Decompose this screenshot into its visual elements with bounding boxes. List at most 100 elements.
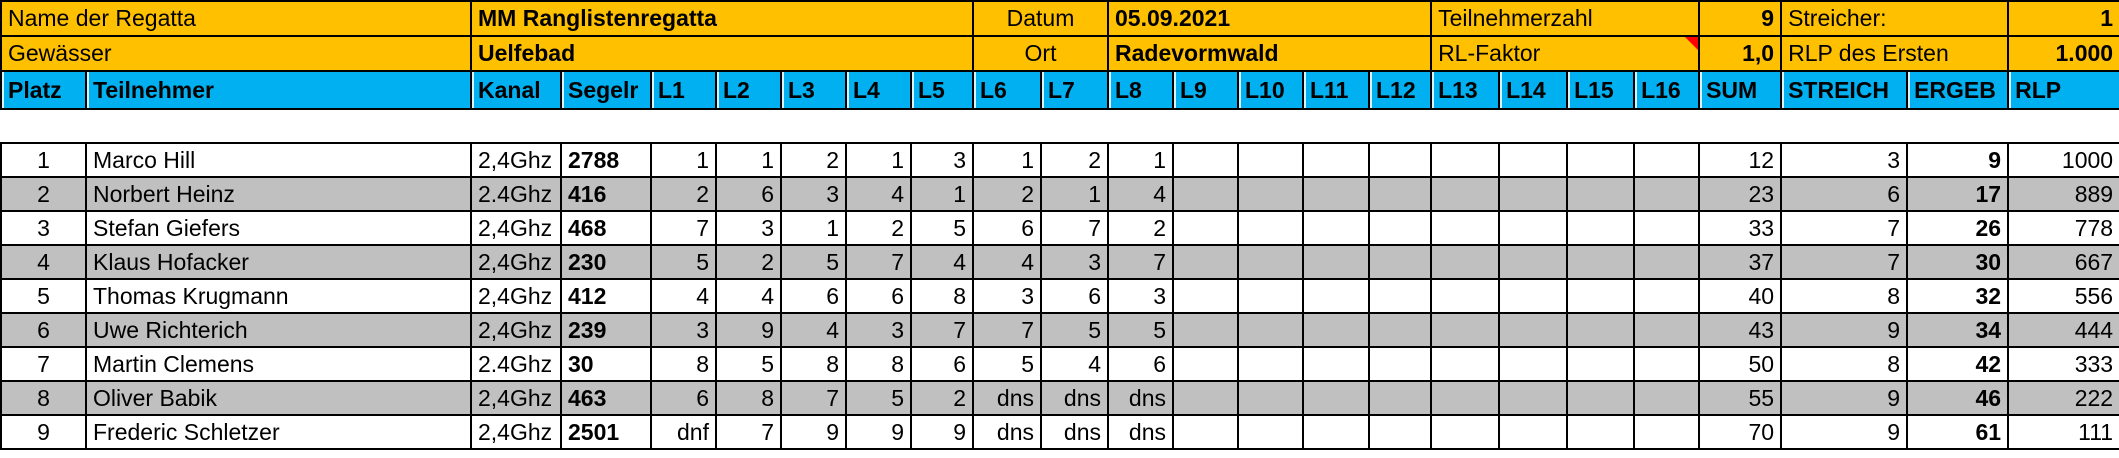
cell-kanal[interactable]: 2,4Ghz	[470, 142, 562, 178]
cell-race-l8[interactable]: 2	[1107, 210, 1174, 246]
cell-race-l5[interactable]: 7	[910, 312, 974, 348]
cell-sum[interactable]: 50	[1698, 346, 1783, 382]
cell-race-l4[interactable]: 1	[845, 142, 912, 178]
col-platz[interactable]: Platz	[0, 70, 87, 110]
cell-sum[interactable]: 43	[1698, 312, 1783, 348]
cell-race-l9[interactable]	[1172, 278, 1239, 314]
cell-teilnehmer[interactable]: Oliver Babik	[85, 380, 472, 416]
cell-race-l7[interactable]: 7	[1040, 210, 1109, 246]
cell-race-l7[interactable]: 3	[1040, 244, 1109, 280]
col-teilnehmer[interactable]: Teilnehmer	[85, 70, 472, 110]
cell-race-l1[interactable]: 2	[650, 176, 717, 212]
cell-kanal[interactable]: 2.4Ghz	[470, 176, 562, 212]
water-value[interactable]: Uelfebad	[470, 35, 974, 72]
cell-ergeb[interactable]: 61	[1906, 414, 2010, 450]
cell-streich[interactable]: 9	[1780, 380, 1909, 416]
cell-kanal[interactable]: 2,4Ghz	[470, 210, 562, 246]
cell-race-l3[interactable]: 2	[780, 142, 847, 178]
cell-rlp[interactable]: 667	[2007, 244, 2119, 280]
cell-race-l12[interactable]	[1367, 210, 1433, 246]
cell-race-l7[interactable]: 2	[1040, 142, 1109, 178]
cell-race-l11[interactable]	[1302, 312, 1370, 348]
cell-sum[interactable]: 55	[1698, 380, 1783, 416]
regatta-name-label[interactable]: Name der Regatta	[0, 0, 472, 37]
water-label[interactable]: Gewässer	[0, 35, 472, 72]
cell-race-l15[interactable]	[1566, 312, 1636, 348]
cell-race-l6[interactable]: 5	[972, 346, 1042, 382]
cell-race-l14[interactable]	[1498, 142, 1569, 178]
cell-race-l4[interactable]: 5	[845, 380, 912, 416]
cell-race-l15[interactable]	[1566, 244, 1636, 280]
cell-platz[interactable]: 9	[0, 414, 87, 450]
cell-segelnummer[interactable]: 239	[560, 312, 652, 348]
cell-streich[interactable]: 8	[1780, 346, 1909, 382]
col-l1[interactable]: L1	[650, 70, 717, 110]
col-l6[interactable]: L6	[972, 70, 1042, 110]
cell-race-l12[interactable]	[1367, 244, 1433, 280]
cell-race-l3[interactable]: 6	[780, 278, 847, 314]
date-label[interactable]: Datum	[972, 0, 1109, 37]
cell-rlp[interactable]: 444	[2007, 312, 2119, 348]
cell-race-l7[interactable]: 5	[1040, 312, 1109, 348]
cell-race-l13[interactable]	[1430, 244, 1501, 280]
col-streich[interactable]: STREICH	[1780, 70, 1909, 110]
cell-race-l6[interactable]: 3	[972, 278, 1042, 314]
cell-race-l15[interactable]	[1566, 380, 1636, 416]
cell-race-l15[interactable]	[1566, 142, 1636, 178]
cell-sum[interactable]: 23	[1698, 176, 1783, 212]
cell-race-l11[interactable]	[1302, 142, 1370, 178]
cell-race-l12[interactable]	[1367, 142, 1433, 178]
cell-race-l1[interactable]: 1	[650, 142, 717, 178]
cell-race-l4[interactable]: 4	[845, 176, 912, 212]
cell-race-l4[interactable]: 9	[845, 414, 912, 450]
cell-race-l8[interactable]: 5	[1107, 312, 1174, 348]
cell-rlp[interactable]: 111	[2007, 414, 2119, 450]
cell-race-l3[interactable]: 3	[780, 176, 847, 212]
cell-ergeb[interactable]: 46	[1906, 380, 2010, 416]
cell-race-l5[interactable]: 3	[910, 142, 974, 178]
cell-rlp[interactable]: 556	[2007, 278, 2119, 314]
cell-segelnummer[interactable]: 230	[560, 244, 652, 280]
cell-race-l7[interactable]: 6	[1040, 278, 1109, 314]
cell-race-l5[interactable]: 1	[910, 176, 974, 212]
cell-sum[interactable]: 33	[1698, 210, 1783, 246]
cell-race-l3[interactable]: 9	[780, 414, 847, 450]
cell-race-l11[interactable]	[1302, 414, 1370, 450]
cell-race-l3[interactable]: 1	[780, 210, 847, 246]
cell-race-l10[interactable]	[1237, 244, 1304, 280]
col-kanal[interactable]: Kanal	[470, 70, 562, 110]
cell-platz[interactable]: 3	[0, 210, 87, 246]
cell-race-l10[interactable]	[1237, 414, 1304, 450]
cell-teilnehmer[interactable]: Martin Clemens	[85, 346, 472, 382]
cell-sum[interactable]: 40	[1698, 278, 1783, 314]
participants-label[interactable]: Teilnehmerzahl	[1430, 0, 1701, 37]
regatta-name-value[interactable]: MM Ranglistenregatta	[470, 0, 974, 37]
place-label[interactable]: Ort	[972, 35, 1109, 72]
cell-race-l7[interactable]: dns	[1040, 380, 1109, 416]
cell-race-l13[interactable]	[1430, 414, 1501, 450]
cell-race-l13[interactable]	[1430, 380, 1501, 416]
cell-segelnummer[interactable]: 468	[560, 210, 652, 246]
cell-race-l11[interactable]	[1302, 278, 1370, 314]
cell-race-l14[interactable]	[1498, 210, 1569, 246]
cell-sum[interactable]: 37	[1698, 244, 1783, 280]
cell-streich[interactable]: 8	[1780, 278, 1909, 314]
cell-race-l14[interactable]	[1498, 312, 1569, 348]
cell-race-l16[interactable]	[1633, 142, 1701, 178]
cell-race-l12[interactable]	[1367, 414, 1433, 450]
col-segelnummer[interactable]: Segelr	[560, 70, 652, 110]
cell-race-l2[interactable]: 2	[715, 244, 782, 280]
col-l5[interactable]: L5	[910, 70, 974, 110]
cell-race-l16[interactable]	[1633, 380, 1701, 416]
cell-race-l12[interactable]	[1367, 380, 1433, 416]
cell-teilnehmer[interactable]: Uwe Richterich	[85, 312, 472, 348]
col-l9[interactable]: L9	[1172, 70, 1239, 110]
cell-race-l1[interactable]: 4	[650, 278, 717, 314]
cell-kanal[interactable]: 2,4Ghz	[470, 380, 562, 416]
cell-race-l12[interactable]	[1367, 346, 1433, 382]
cell-race-l4[interactable]: 3	[845, 312, 912, 348]
cell-race-l5[interactable]: 6	[910, 346, 974, 382]
cell-teilnehmer[interactable]: Frederic Schletzer	[85, 414, 472, 450]
cell-streich[interactable]: 6	[1780, 176, 1909, 212]
cell-platz[interactable]: 8	[0, 380, 87, 416]
